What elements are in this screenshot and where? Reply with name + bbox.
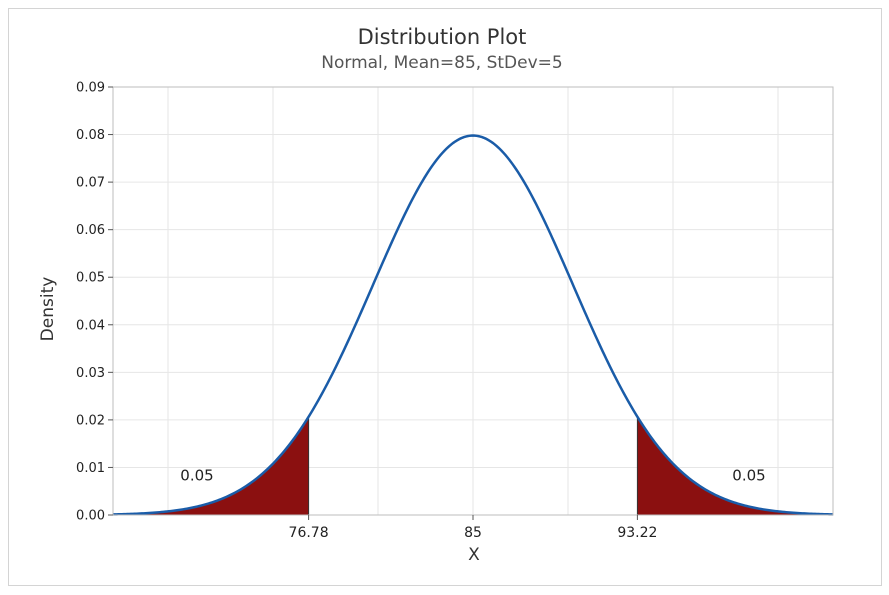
grid-lines: [113, 86, 833, 515]
x-tick-label: 76.78: [289, 525, 329, 541]
x-tick-label: 85: [464, 525, 482, 541]
y-tick-label: 0.06: [76, 223, 105, 238]
chart-title: Distribution Plot: [358, 25, 527, 49]
chart-subtitle: Normal, Mean=85, StDev=5: [321, 53, 562, 73]
y-tick-label: 0.04: [76, 318, 105, 333]
distribution-plot: Distribution Plot Normal, Mean=85, StDev…: [38, 25, 834, 565]
chart-frame: Distribution Plot Normal, Mean=85, StDev…: [8, 8, 882, 586]
y-tick-label: 0.05: [76, 271, 105, 286]
y-tick-label: 0.09: [76, 81, 105, 96]
y-tick-label: 0.02: [76, 413, 105, 428]
y-axis-title: Density: [38, 277, 58, 342]
shaded-tails: [113, 416, 833, 515]
area-probability-label: 0.05: [732, 466, 765, 484]
y-tick-label: 0.01: [76, 461, 105, 476]
y-tick-label: 0.07: [76, 176, 105, 191]
density-curve-group: [112, 134, 834, 516]
x-axis-title: X: [468, 545, 480, 565]
density-curve: [112, 134, 834, 516]
right-tail-area: [637, 416, 833, 515]
area-probability-label: 0.05: [180, 466, 213, 484]
y-tick-label: 0.08: [76, 128, 105, 143]
x-axis-ticks: 76.78 85 93.22: [289, 515, 657, 541]
area-labels: 0.05 0.05: [180, 466, 765, 484]
y-axis-ticks: 0.00 0.01 0.02 0.03 0.04 0.05 0.06 0.07 0.08 0.09: [76, 81, 113, 524]
y-tick-label: 0.03: [76, 366, 105, 381]
x-tick-label: 93.22: [617, 525, 657, 541]
y-tick-label: 0.00: [76, 509, 105, 524]
left-tail-area: [113, 416, 309, 515]
